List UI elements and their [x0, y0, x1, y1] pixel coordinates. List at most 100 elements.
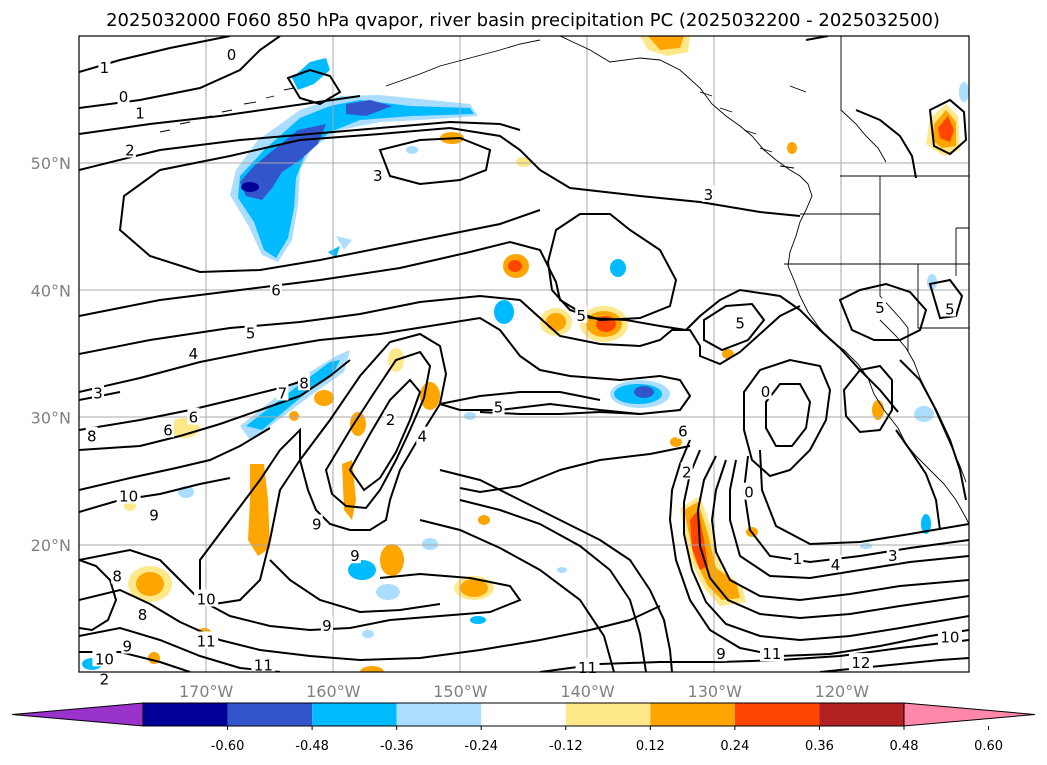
contour-label: 4	[831, 556, 841, 574]
contour-label-bg	[791, 548, 804, 566]
contour-label: 2	[125, 141, 135, 159]
contour-label-bg	[874, 298, 886, 316]
contour-label-bg	[194, 631, 219, 649]
contour-8	[79, 359, 351, 451]
contour-0-loop-inner	[765, 383, 812, 447]
contour-label: 11	[578, 659, 597, 677]
contour-label: 5	[945, 300, 955, 318]
shade-pos-top2	[648, 36, 684, 50]
contour-5	[79, 294, 801, 366]
contour-coastal-5	[729, 459, 969, 580]
contour-loop-center	[546, 213, 678, 322]
lat-tick-label: 40°N	[31, 281, 71, 300]
contour-label-bg	[298, 373, 311, 391]
colorbar-tick-label: 0.48	[890, 739, 919, 754]
contour-label-bg	[680, 462, 693, 480]
contour-label-bg	[225, 45, 238, 63]
contour-4	[79, 316, 692, 416]
contour-5-lower	[439, 391, 601, 405]
lon-tick-label: 160°W	[306, 682, 361, 701]
contour-scallop	[459, 445, 691, 494]
contour-label: 9	[312, 515, 322, 533]
contour-label: 2	[682, 463, 692, 481]
shade-neg-2	[610, 259, 626, 277]
contour-label: 6	[271, 281, 281, 299]
contour-ne-5b	[928, 278, 964, 320]
contour-label: 10	[940, 629, 959, 647]
lon-tick-label: 150°W	[433, 682, 488, 701]
border-states	[784, 176, 969, 352]
colorbar-extend-low	[11, 702, 144, 727]
contour-label: 5	[735, 314, 745, 332]
contour-label-bg	[759, 382, 772, 400]
contour-label-bg	[244, 323, 257, 341]
shade-neg-12	[927, 274, 937, 290]
contour-label: 3	[704, 186, 714, 204]
contour-label: 6	[678, 423, 688, 441]
contour-label-bg	[270, 280, 283, 298]
shade-neg-14	[406, 146, 418, 154]
contour-south-c	[79, 626, 281, 672]
contour-label: 0	[761, 383, 771, 401]
colorbar-segment	[143, 703, 228, 726]
lon-tick-label: 120°W	[815, 682, 870, 701]
contour-ne-cell2	[928, 98, 968, 156]
contour-deep-trough-b	[459, 499, 647, 672]
shade-pos-13	[314, 390, 334, 406]
shade-neg-13	[959, 82, 969, 102]
shade-pos-23	[289, 411, 299, 421]
contour-label: 10	[95, 650, 114, 668]
shade-pos-24	[124, 501, 136, 511]
shade-neg-5	[348, 560, 376, 580]
contour-label: 8	[299, 374, 309, 392]
shade-neg-w-small	[328, 246, 340, 258]
contour-label: 9	[322, 617, 332, 635]
contour-label-bg	[251, 655, 276, 673]
contour-label-bg	[187, 407, 200, 425]
colorbar-tick-label: -0.48	[295, 739, 329, 754]
shade-neg-18	[362, 630, 374, 638]
contour-label-bg	[575, 305, 588, 323]
contour-label-bg	[92, 649, 117, 667]
contour-3-cell	[378, 136, 492, 186]
contour-label: 6	[189, 409, 199, 427]
lon-tick-label: 130°W	[688, 682, 743, 701]
contour-label-bg	[148, 505, 161, 523]
contour-label: 0	[119, 88, 129, 106]
shade-pos-6	[350, 412, 366, 436]
coastline-alaska-islands	[385, 39, 807, 169]
contour-label-bg	[384, 410, 397, 428]
contour-label-bg	[848, 653, 873, 671]
shade-neg-7	[422, 538, 438, 550]
contour-label: 3	[93, 384, 103, 402]
contour-label-bg	[111, 566, 124, 584]
contour-label-bg	[187, 344, 200, 361]
lon-tick-label: 140°W	[560, 682, 615, 701]
contour-coastal-4	[710, 459, 969, 602]
contour-label-bg	[715, 644, 728, 662]
contour-label-bg	[676, 421, 689, 439]
contour-label: 10	[119, 487, 138, 505]
contour-label-bg	[937, 627, 962, 645]
contour-label: 5	[576, 307, 586, 325]
shade-neg-11	[914, 406, 934, 422]
contour-label: 8	[112, 568, 122, 586]
colorbar-tick-label: 0.36	[805, 739, 834, 754]
longitude-labels: 170°W 160°W 150°W 140°W 130°W 120°W	[179, 682, 869, 701]
shade-neg-19	[557, 567, 567, 573]
colorbar-segment	[312, 703, 397, 726]
contour-label-bg	[575, 658, 600, 676]
shade-pos-16	[478, 515, 490, 525]
shade-pos-ne3	[938, 116, 954, 142]
lat-tick-label: 30°N	[31, 409, 71, 428]
contour-label-bg	[98, 669, 111, 687]
shade-pos-2	[516, 157, 532, 167]
contour-label-bg	[320, 616, 333, 634]
shade-neg-3	[494, 300, 514, 324]
contour-label-bg	[121, 636, 134, 654]
shade-neg-10	[921, 514, 931, 534]
contour-label-bg	[162, 420, 174, 438]
colorbar: -0.60 -0.48 -0.36 -0.24 -0.12 0.12 0.24 0.36 0.4…	[11, 702, 1036, 754]
contour-label: 11	[762, 645, 781, 663]
